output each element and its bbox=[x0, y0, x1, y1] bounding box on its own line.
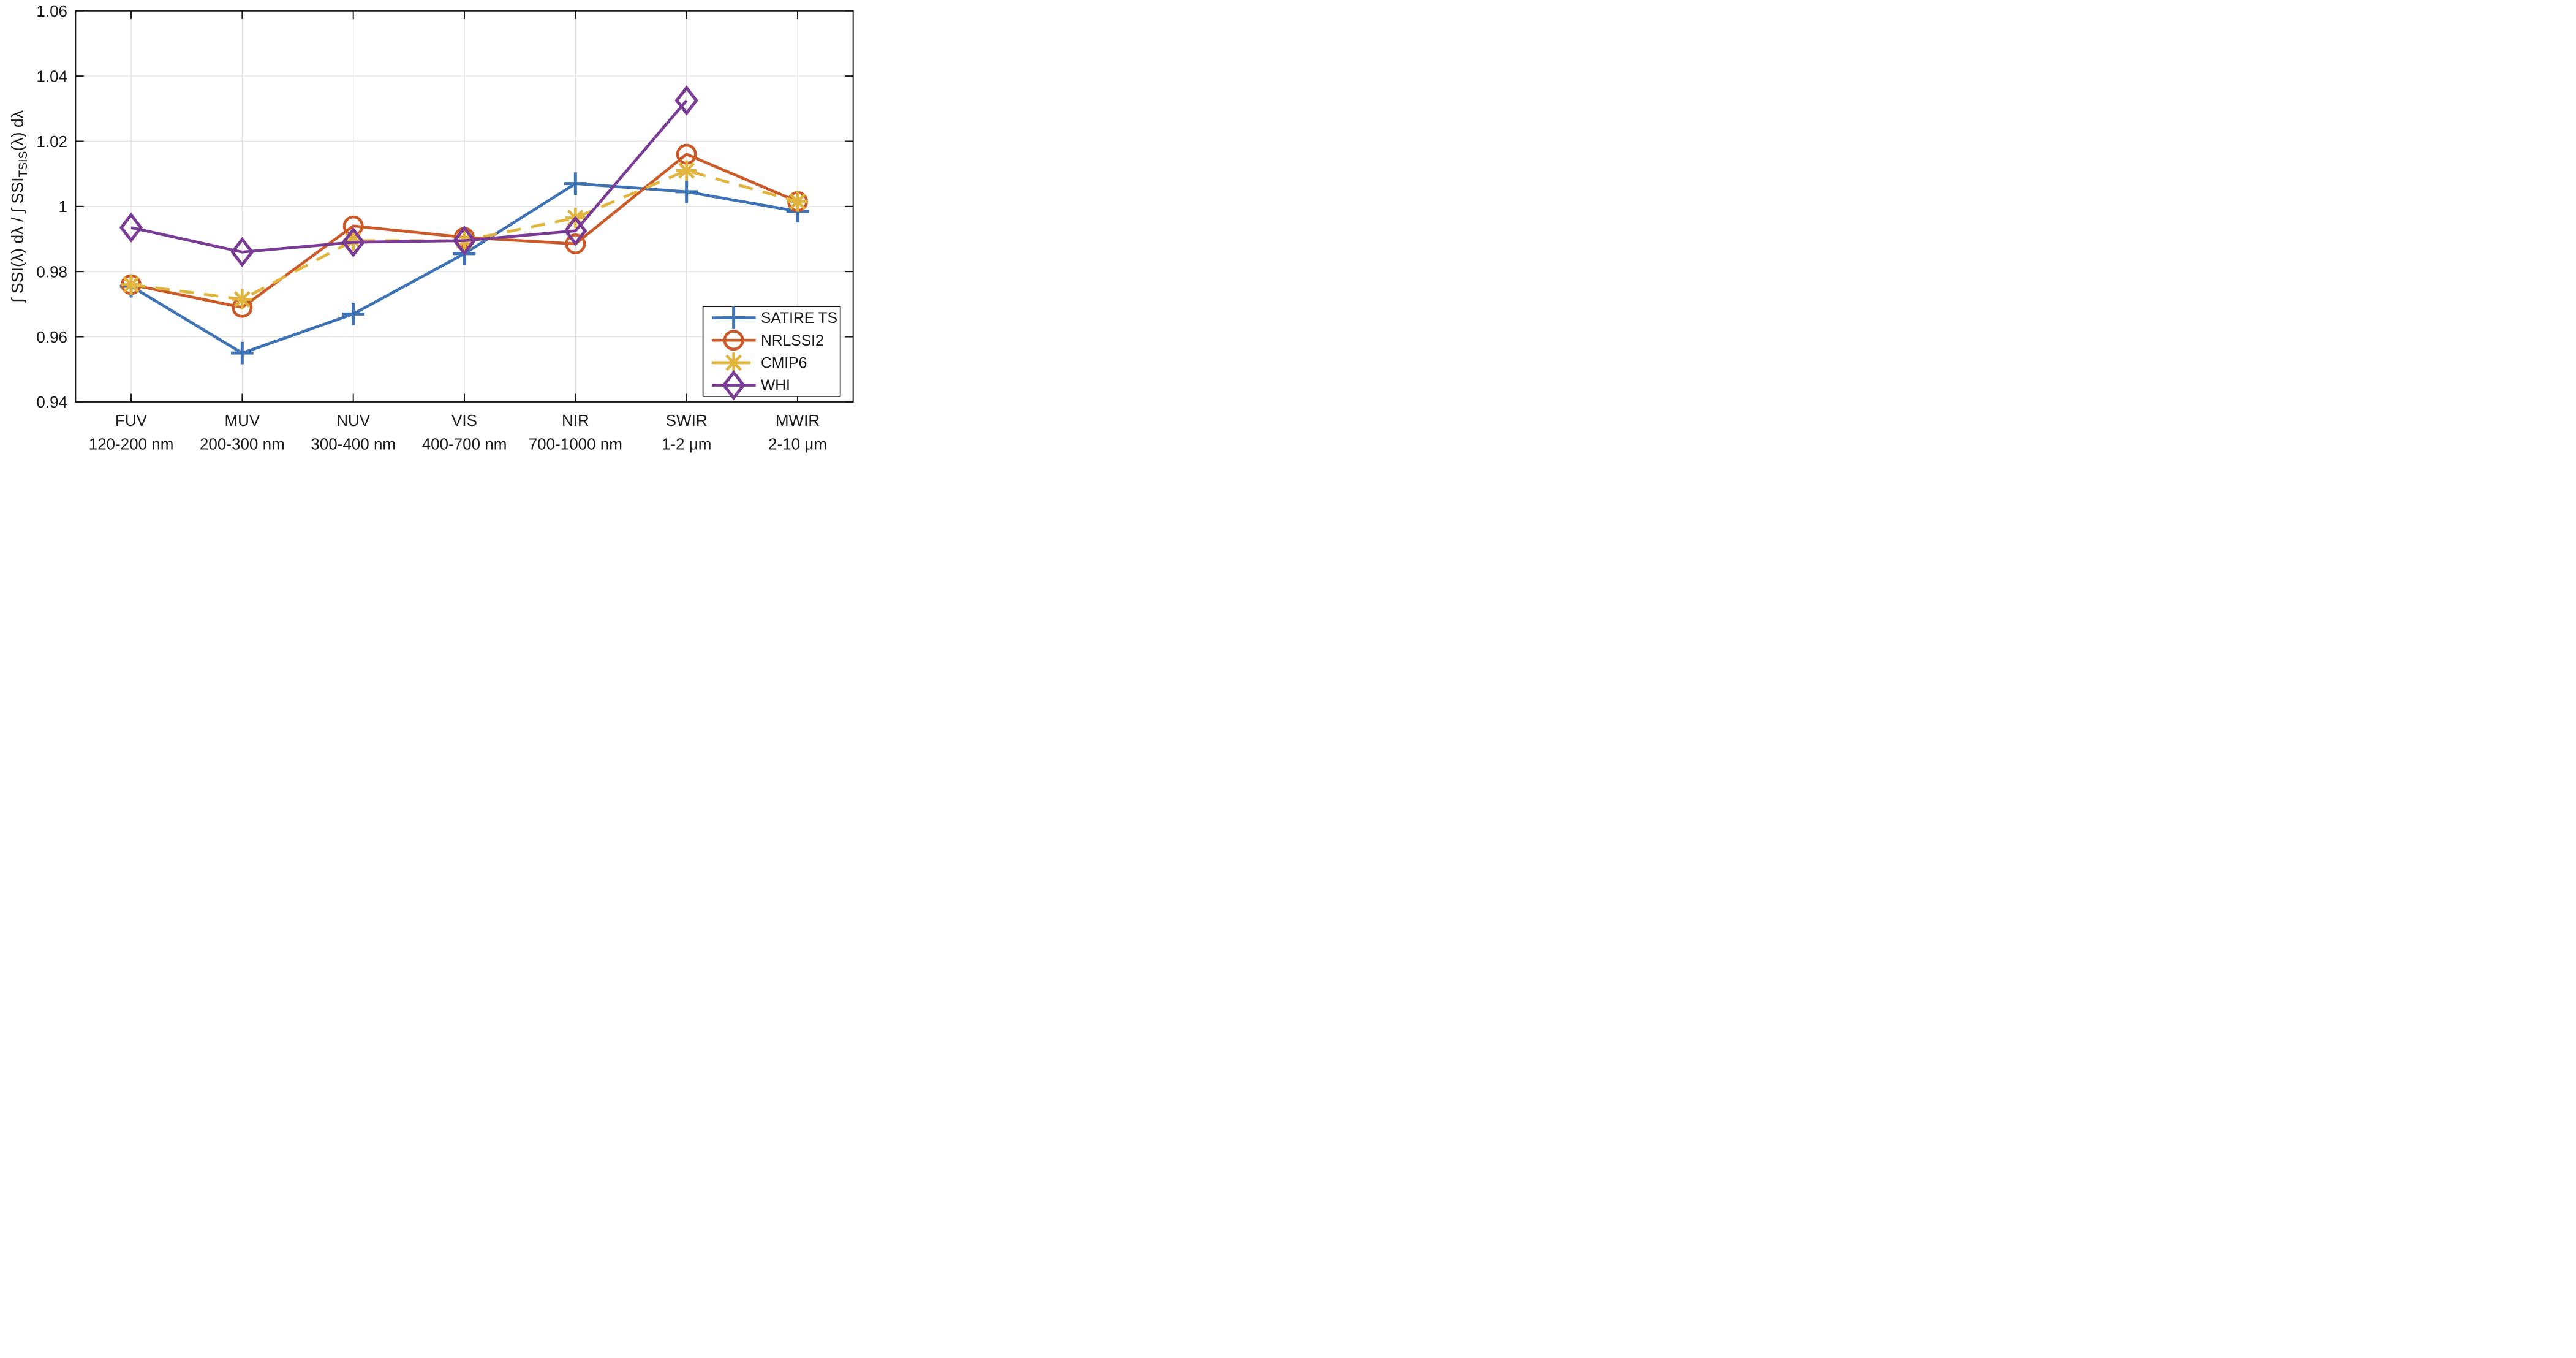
x-tick-label-range: 300-400 nm bbox=[311, 435, 396, 453]
x-tick-label-range: 400-700 nm bbox=[422, 435, 507, 453]
ssi-ratio-line-chart: 0.94 0.96 0.98 1 1.02 1.04 1.06 FUV 120-200 nm MU… bbox=[0, 0, 859, 453]
x-tick-label-band: FUV bbox=[115, 411, 148, 430]
asterisk-marker bbox=[723, 352, 744, 373]
y-tick-label: 0.98 bbox=[36, 263, 67, 281]
y-tick-label: 1.04 bbox=[36, 67, 67, 85]
legend-label: WHI bbox=[761, 377, 790, 394]
chart-canvas: 0.94 0.96 0.98 1 1.02 1.04 1.06 FUV 120-200 nm MU… bbox=[8, 2, 854, 453]
x-tick-label-range: 700-1000 nm bbox=[529, 435, 622, 453]
ylabel-main: ∫ SSI(λ) dλ / ∫ SSI bbox=[8, 178, 26, 304]
ylabel-subscript: TSIS bbox=[17, 151, 30, 178]
ylabel-tail: (λ) dλ bbox=[8, 110, 26, 151]
series-line-whi bbox=[130, 99, 688, 254]
gridlines bbox=[75, 10, 853, 402]
y-tick-label: 1.02 bbox=[36, 132, 67, 151]
y-tick-label: 0.94 bbox=[36, 393, 67, 411]
asterisk-marker bbox=[676, 160, 697, 181]
plus-marker bbox=[231, 341, 254, 365]
x-tick-label-band: SWIR bbox=[666, 411, 708, 430]
y-axis-label-text: ∫ SSI(λ) dλ / ∫ SSITSIS(λ) dλ bbox=[8, 110, 30, 304]
legend-entry-cmip6: CMIP6 bbox=[711, 352, 807, 373]
plus-marker bbox=[675, 180, 698, 203]
legend-label: SATIRE TS bbox=[761, 310, 837, 327]
diamond-marker bbox=[674, 85, 698, 116]
plus-marker bbox=[564, 172, 587, 195]
x-tick-label-band: VIS bbox=[451, 411, 477, 430]
legend-entry-nrlssi2: NRLSSI2 bbox=[711, 330, 824, 351]
x-tick-label-range: 200-300 nm bbox=[200, 435, 285, 453]
x-tick-label-range: 1-2 μm bbox=[662, 435, 711, 453]
y-tick-label: 0.96 bbox=[36, 328, 67, 346]
circle-marker bbox=[565, 233, 586, 254]
tick-labels: 0.94 0.96 0.98 1 1.02 1.04 1.06 FUV 120-200 nm MU… bbox=[36, 2, 827, 453]
diamond-marker bbox=[230, 237, 254, 268]
asterisk-marker bbox=[343, 230, 364, 251]
series-whi bbox=[119, 85, 698, 268]
x-tick-label-band: NIR bbox=[562, 411, 589, 430]
legend-label: NRLSSI2 bbox=[761, 333, 824, 349]
y-tick-label: 1 bbox=[59, 197, 67, 216]
diamond-marker bbox=[564, 215, 587, 246]
y-axis-label: ∫ SSI(λ) dλ / ∫ SSITSIS(λ) dλ bbox=[8, 110, 30, 304]
legend-entry-satire-ts: SATIRE TS bbox=[711, 306, 837, 329]
diamond-marker bbox=[119, 212, 143, 243]
plus-marker bbox=[342, 302, 365, 325]
x-tick-label-band: NUV bbox=[336, 411, 371, 430]
x-tick-label-range: 2-10 μm bbox=[768, 435, 827, 453]
asterisk-marker bbox=[121, 274, 142, 295]
asterisk-marker bbox=[787, 191, 808, 212]
circle-marker bbox=[723, 330, 744, 351]
asterisk-marker bbox=[232, 289, 253, 310]
axis-box bbox=[75, 10, 854, 403]
diamond-marker bbox=[452, 225, 477, 256]
plus-marker bbox=[722, 306, 745, 329]
legend: SATIRE TS NRLSSI2 CMIP6 WHI bbox=[702, 306, 841, 401]
legend-label: CMIP6 bbox=[761, 355, 807, 372]
x-tick-label-range: 120-200 nm bbox=[89, 435, 174, 453]
diamond-marker bbox=[341, 227, 365, 258]
diamond-marker bbox=[722, 370, 746, 401]
data-series bbox=[119, 85, 809, 365]
legend-entry-whi: WHI bbox=[711, 370, 790, 401]
y-tick-label: 1.06 bbox=[36, 2, 67, 20]
x-tick-label-band: MWIR bbox=[776, 411, 820, 430]
x-tick-label-band: MUV bbox=[224, 411, 260, 430]
